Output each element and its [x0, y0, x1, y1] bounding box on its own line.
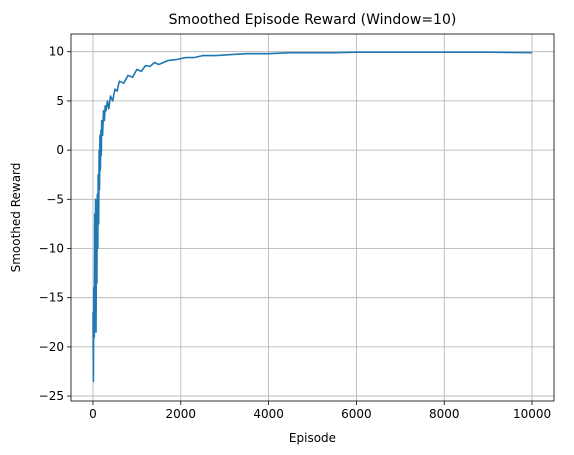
x-tick-label: 2000	[165, 407, 196, 421]
x-axis-label: Episode	[289, 431, 336, 445]
x-tick-label: 8000	[429, 407, 460, 421]
y-tick-label: −10	[39, 241, 64, 255]
reward-series-line	[92, 51, 533, 383]
chart-title: Smoothed Episode Reward (Window=10)	[169, 12, 457, 28]
y-tick-label: −25	[39, 389, 64, 403]
y-axis-label: Smoothed Reward	[9, 163, 23, 273]
y-tick-label: 10	[49, 45, 64, 59]
y-tick-label: −5	[46, 192, 64, 206]
x-tick-label: 0	[89, 407, 97, 421]
grid-lines	[71, 34, 554, 401]
y-tick-label: 5	[56, 94, 64, 108]
y-tick-label: −15	[39, 291, 64, 305]
x-tick-label: 10000	[513, 407, 551, 421]
plot-frame	[70, 33, 555, 402]
series-layer	[92, 51, 533, 383]
axis-ticks: 0 2000 4000 6000 8000 10000 −25 −20 −15 −10 −5 0 5 10	[39, 45, 551, 421]
x-tick-label: 6000	[341, 407, 372, 421]
y-tick-label: −20	[39, 340, 64, 354]
x-tick-label: 4000	[253, 407, 284, 421]
y-tick-label: 0	[56, 143, 64, 157]
